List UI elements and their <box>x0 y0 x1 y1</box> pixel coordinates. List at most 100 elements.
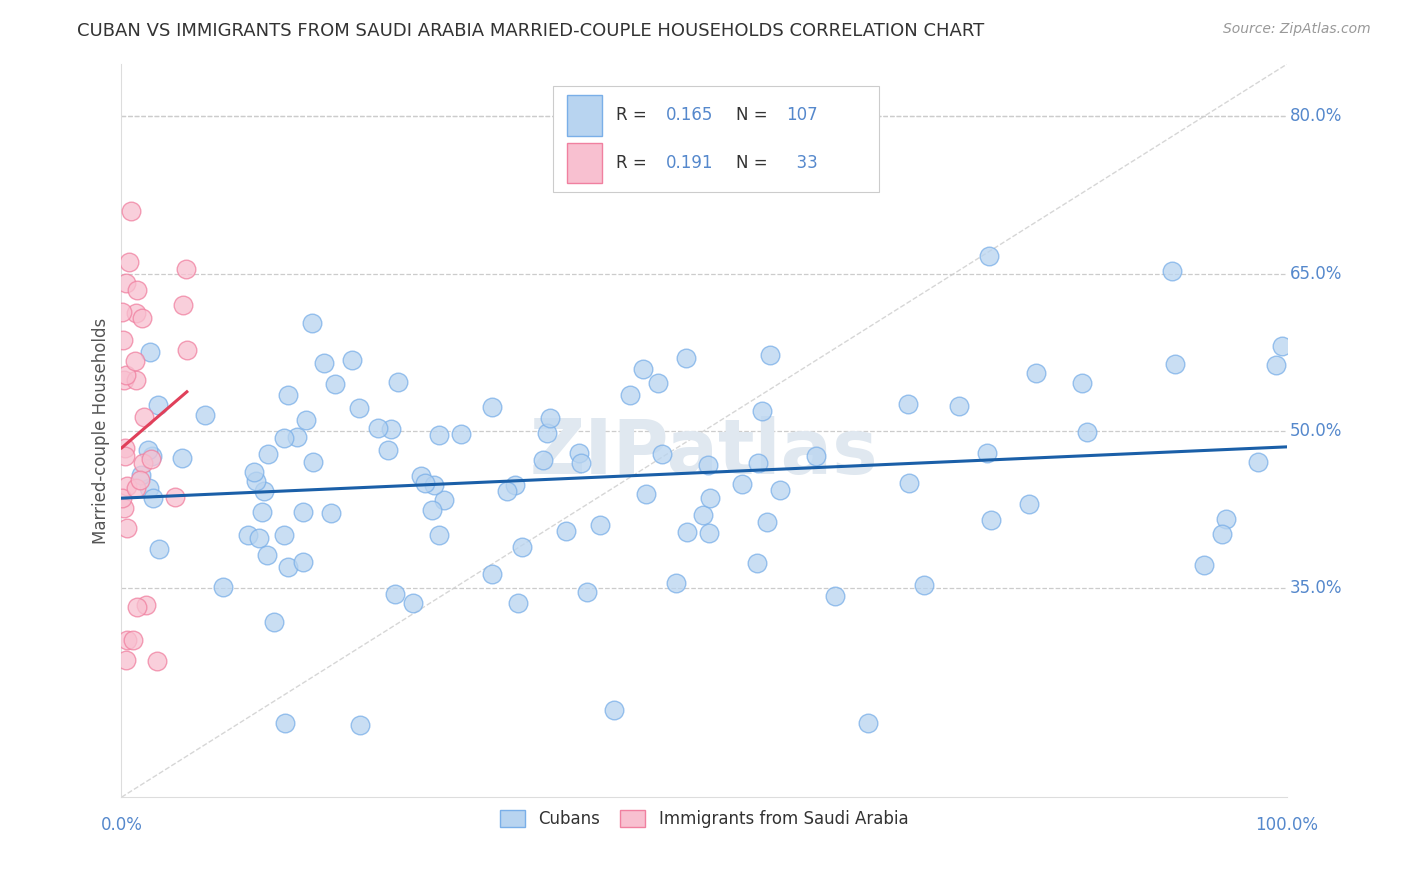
Point <box>134 409 156 424</box>
Point <box>277 388 299 402</box>
Point <box>575 585 598 599</box>
Point <box>427 528 450 542</box>
Point <box>506 596 529 610</box>
Point <box>747 556 769 570</box>
Point <box>384 587 406 601</box>
Point <box>697 526 720 541</box>
Point <box>676 525 699 540</box>
Point <box>1025 366 1047 380</box>
Point <box>651 447 673 461</box>
Point <box>349 718 371 732</box>
Point <box>112 333 135 347</box>
Text: R =: R = <box>616 154 652 172</box>
Point <box>631 361 654 376</box>
Point <box>138 482 160 496</box>
Point <box>387 375 409 389</box>
Point <box>125 373 148 387</box>
Point <box>285 430 308 444</box>
Point <box>555 524 578 538</box>
Point <box>1161 264 1184 278</box>
Point <box>115 479 138 493</box>
Point <box>139 451 162 466</box>
Point <box>142 491 165 506</box>
Point <box>111 491 134 505</box>
Point <box>125 306 148 320</box>
Point <box>1076 425 1098 439</box>
Text: 65.0%: 65.0% <box>1289 265 1341 283</box>
Point <box>325 376 347 391</box>
Point <box>531 452 554 467</box>
Point <box>114 441 136 455</box>
Point <box>496 484 519 499</box>
Point <box>747 456 769 470</box>
Point <box>257 447 280 461</box>
Point <box>138 443 160 458</box>
Point <box>589 518 612 533</box>
Point <box>377 442 399 457</box>
Text: 50.0%: 50.0% <box>1289 422 1341 440</box>
Point <box>245 475 267 489</box>
Point <box>980 513 1002 527</box>
Point <box>236 528 259 542</box>
Point <box>115 653 138 667</box>
Point <box>664 576 686 591</box>
FancyBboxPatch shape <box>553 86 879 193</box>
Point <box>349 401 371 415</box>
Point <box>273 431 295 445</box>
Point <box>898 476 921 491</box>
Point <box>115 276 138 290</box>
Point <box>148 542 170 557</box>
Text: 0.0%: 0.0% <box>100 815 142 833</box>
Point <box>647 376 669 390</box>
Point <box>291 556 314 570</box>
Point <box>856 716 879 731</box>
Point <box>538 410 561 425</box>
Point <box>420 503 443 517</box>
Point <box>948 400 970 414</box>
Text: 100.0%: 100.0% <box>1256 815 1319 833</box>
Point <box>135 598 157 612</box>
Point <box>568 445 591 459</box>
Point <box>129 474 152 488</box>
Point <box>367 421 389 435</box>
Point <box>127 283 149 297</box>
Text: 0.191: 0.191 <box>666 154 713 172</box>
Point <box>1215 512 1237 526</box>
Point <box>117 633 139 648</box>
Point <box>124 353 146 368</box>
Point <box>125 481 148 495</box>
Point <box>769 483 792 497</box>
Point <box>273 716 295 731</box>
Point <box>512 540 534 554</box>
Point <box>247 531 270 545</box>
Point <box>301 316 323 330</box>
Point <box>301 455 323 469</box>
Point <box>450 426 472 441</box>
Point <box>692 508 714 522</box>
Point <box>697 458 720 472</box>
Point <box>273 528 295 542</box>
Point <box>115 368 138 382</box>
Point <box>402 596 425 610</box>
Point <box>432 493 454 508</box>
Legend: Cubans, Immigrants from Saudi Arabia: Cubans, Immigrants from Saudi Arabia <box>495 805 914 833</box>
Point <box>897 396 920 410</box>
Point <box>256 548 278 562</box>
Point <box>114 449 136 463</box>
Point <box>250 505 273 519</box>
Point <box>824 590 846 604</box>
Point <box>117 255 139 269</box>
Text: 35.0%: 35.0% <box>1289 579 1341 597</box>
Point <box>340 353 363 368</box>
Point <box>1271 339 1294 353</box>
Text: N =: N = <box>735 154 773 172</box>
Point <box>1071 376 1094 390</box>
Point <box>194 408 217 422</box>
Text: N =: N = <box>735 106 773 124</box>
Point <box>122 633 145 648</box>
FancyBboxPatch shape <box>567 143 602 183</box>
Point <box>1192 558 1215 573</box>
Point <box>481 400 503 414</box>
Point <box>1247 454 1270 468</box>
Point <box>503 478 526 492</box>
